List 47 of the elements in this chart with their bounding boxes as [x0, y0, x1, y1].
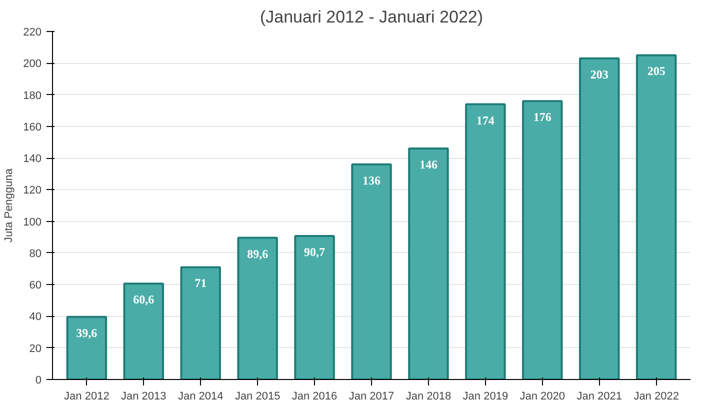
x-tick-label: Jan 2018 [406, 390, 452, 402]
x-tick-label: Jan 2022 [634, 390, 679, 402]
y-tick-label: 0 [35, 374, 42, 386]
y-tick-label: 60 [29, 280, 42, 292]
data-label: 203 [590, 67, 608, 82]
bar [123, 282, 164, 380]
data-label: 71 [194, 276, 207, 290]
bar [351, 163, 392, 380]
data-label: 176 [533, 110, 552, 124]
x-tick-label: Jan 2014 [178, 390, 224, 402]
x-tick-label: Jan 2013 [121, 390, 166, 402]
y-tick-label: 220 [23, 26, 42, 38]
data-label: 146 [419, 158, 438, 172]
bar [636, 54, 677, 380]
x-tick-label: Jan 2020 [520, 390, 566, 402]
data-label: 39,6 [76, 326, 98, 340]
bar [522, 100, 563, 380]
data-label: 89,6 [247, 246, 268, 261]
y-tick-label: 140 [23, 153, 42, 166]
x-tick-label: Jan 2017 [348, 390, 394, 402]
bar [465, 103, 506, 380]
x-tick-label: Jan 2016 [292, 390, 338, 402]
bar [66, 316, 108, 380]
chart-title: (Januari 2012 - Januari 2022) [260, 8, 484, 26]
data-label: 60,6 [133, 292, 154, 307]
bar [237, 236, 278, 380]
bar [578, 57, 620, 380]
x-tick-label: Jan 2019 [462, 390, 508, 402]
bar [180, 266, 221, 380]
y-tick-label: 80 [29, 248, 42, 260]
y-tick-label: 40 [29, 311, 42, 324]
y-tick-label: 160 [23, 121, 42, 134]
y-tick-label: 120 [23, 184, 42, 197]
data-label: 174 [476, 113, 494, 128]
x-tick-label: Jan 2015 [234, 390, 280, 402]
y-axis-title: Juta Pengguna [3, 168, 16, 243]
x-tick-label: Jan 2021 [576, 390, 622, 402]
y-tick-label: 20 [29, 342, 42, 355]
x-tick-label: Jan 2012 [64, 390, 110, 402]
data-label: 205 [647, 64, 666, 78]
data-label: 136 [362, 173, 380, 188]
bar [294, 235, 335, 380]
y-tick-label: 200 [23, 58, 42, 70]
data-label: 90,7 [304, 245, 326, 260]
bar [408, 148, 449, 380]
y-tick-label: 180 [23, 90, 42, 102]
y-tick-label: 100 [23, 216, 42, 228]
